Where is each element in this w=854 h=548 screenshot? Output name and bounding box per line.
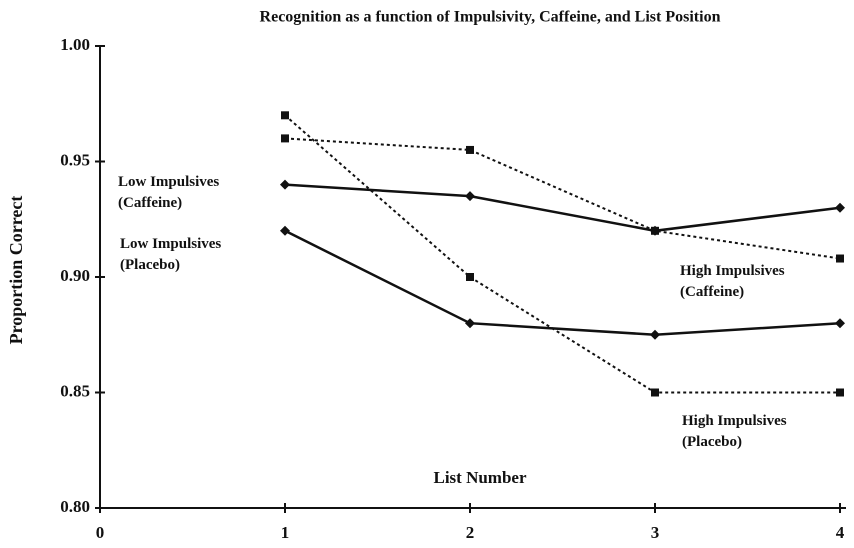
marker	[836, 388, 844, 397]
marker	[651, 226, 659, 235]
series-line	[284, 137, 841, 260]
marker	[466, 145, 474, 154]
series-line	[284, 229, 841, 337]
marker	[281, 111, 289, 120]
x-axis-label: List Number	[433, 468, 526, 487]
x-tick-label: 2	[466, 523, 475, 542]
chart-title: Recognition as a function of Impulsivity…	[260, 9, 721, 26]
marker	[280, 179, 290, 190]
y-axis-label: Proportion Correct	[6, 196, 26, 345]
series-line	[284, 114, 840, 394]
marker	[650, 329, 660, 340]
y-tick-label: 0.85	[60, 381, 90, 400]
marker	[651, 388, 659, 397]
marker	[280, 225, 290, 236]
marker	[281, 134, 289, 143]
series-label: High Impulsives (Placebo)	[682, 413, 787, 450]
y-tick-label: 0.90	[60, 266, 90, 285]
x-tick-label: 4	[836, 523, 845, 542]
x-tick-label: 1	[281, 523, 290, 542]
marker	[836, 254, 844, 263]
series-line	[284, 183, 841, 233]
marker	[465, 191, 475, 202]
x-tick-label: 0	[96, 523, 105, 542]
series-label: Low Impulsives (Caffeine)	[118, 174, 220, 211]
series-label: Low Impulsives (Placebo)	[120, 236, 222, 273]
marker	[835, 202, 845, 213]
y-tick-label: 1.00	[60, 35, 90, 54]
x-tick-label: 3	[651, 523, 660, 542]
marker	[835, 318, 845, 329]
y-tick-label: 0.80	[60, 497, 90, 516]
marker	[465, 318, 475, 329]
y-tick-label: 0.95	[60, 150, 90, 169]
series-label: High Impulsives (Caffeine)	[680, 263, 785, 300]
marker	[466, 273, 474, 281]
